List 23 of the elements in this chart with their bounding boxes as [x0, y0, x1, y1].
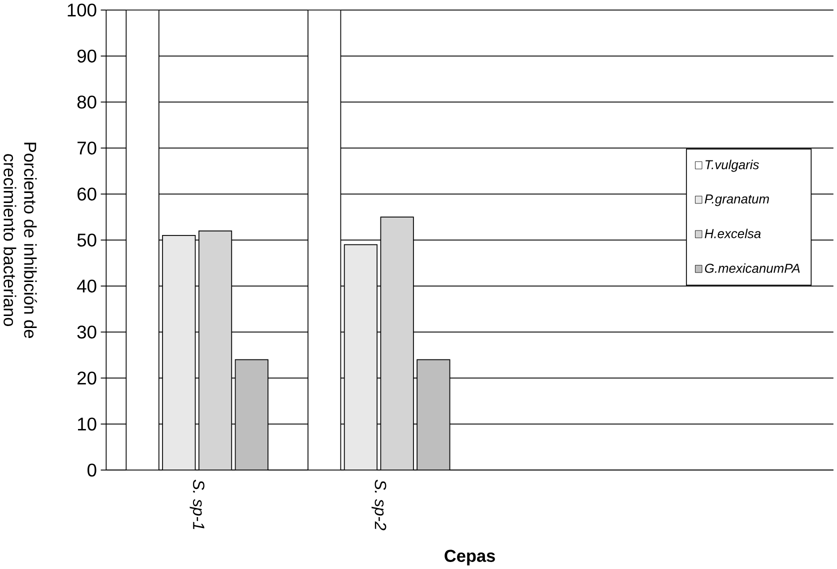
y-tick-label: 30 [77, 326, 96, 339]
legend-label: T.vulgaris [706, 160, 759, 172]
bar [234, 359, 268, 470]
legend-label: P.granatum [704, 194, 769, 206]
bar [162, 235, 196, 470]
y-tick-label: 50 [77, 234, 96, 247]
x-tick-label: S. sp-2 [372, 480, 386, 530]
x-axis-title: Cepas [444, 550, 495, 566]
bar [416, 359, 450, 470]
legend-label: G.mexicanumPA [705, 263, 800, 273]
bar [344, 244, 378, 470]
legend-label: H.excelsa [704, 228, 761, 238]
y-axis-title: Porciento de inhibición de crecimiento bacteriano [4, 142, 37, 338]
y-tick-label: 20 [78, 372, 96, 385]
y-tick-label: 0 [88, 464, 96, 477]
y-tick-label: 80 [77, 96, 96, 109]
y-tick-label: 60 [78, 188, 96, 201]
y-tick-label: 70 [78, 142, 96, 155]
y-tick-label: 40 [77, 280, 96, 293]
y-tick-label: 10 [78, 418, 96, 431]
y-tick-label: 90 [77, 50, 96, 63]
x-tick-label: S. sp-1 [190, 480, 204, 530]
y-tick-label: 100 [68, 4, 96, 17]
